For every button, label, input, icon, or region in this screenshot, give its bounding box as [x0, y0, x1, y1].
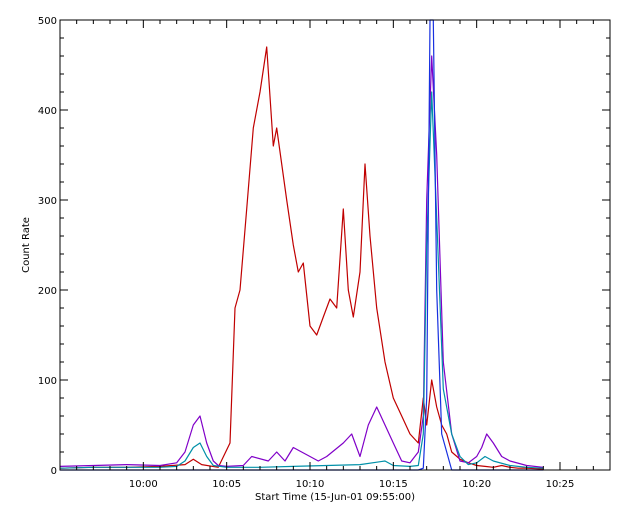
ticks-layer: 10:00 10:05 10:10 10:15 10:20 10:25 0 100 200 300…: [38, 16, 610, 490]
y-tick-label: 300: [38, 196, 57, 207]
x-tick-label: 10:20: [462, 479, 491, 490]
plot-background: [60, 20, 610, 470]
series-line-2: [59, 55, 544, 468]
x-tick-label: 10:00: [129, 479, 158, 490]
y-axis-title: Count Rate: [21, 217, 32, 273]
x-tick-label: 10:10: [296, 479, 325, 490]
plot-frame: [59, 19, 611, 471]
y-tick-label: 0: [51, 466, 57, 477]
x-tick-label: 10:15: [379, 479, 408, 490]
x-axis-title: Start Time (15-Jun-01 09:55:00): [255, 492, 415, 503]
x-tick-label: 10:25: [546, 479, 575, 490]
y-tick-label: 500: [38, 16, 57, 27]
x-tick-label: 10:05: [212, 479, 241, 490]
y-tick-label: 200: [38, 286, 57, 297]
y-tick-label: 100: [38, 376, 57, 387]
y-tick-label: 400: [38, 106, 57, 117]
